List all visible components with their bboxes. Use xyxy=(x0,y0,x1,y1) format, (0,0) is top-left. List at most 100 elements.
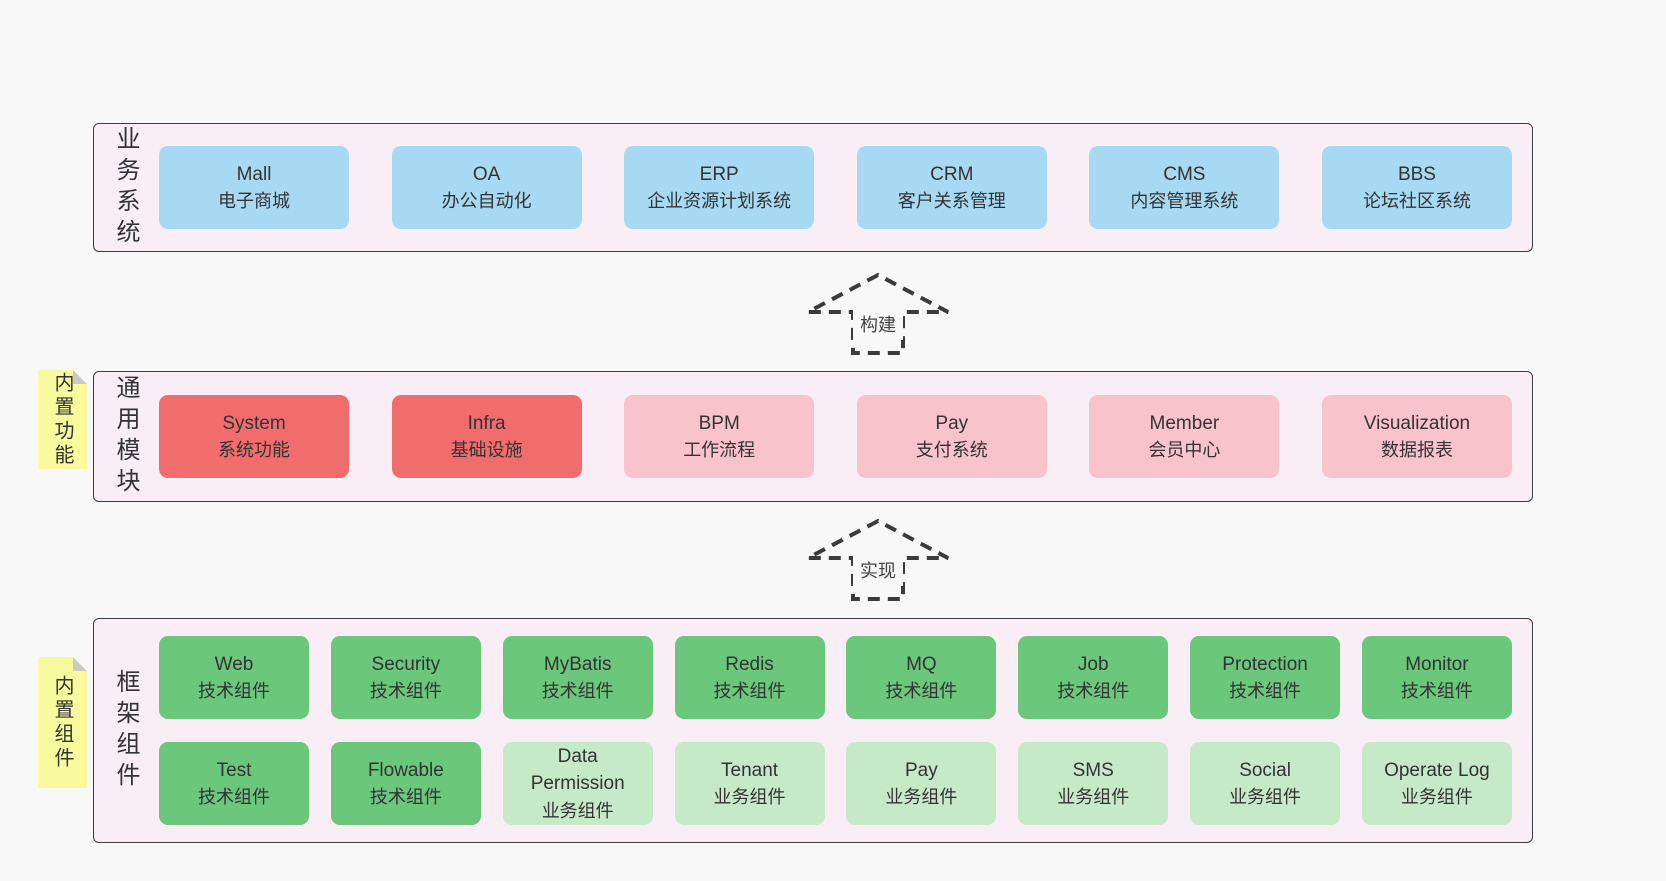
box-mq: MQ 技术组件 xyxy=(846,636,997,719)
layer-business-label: 业务系统 xyxy=(112,125,139,250)
layer-components-label: 框架组件 xyxy=(112,668,139,793)
box-subtitle: 数据报表 xyxy=(1380,440,1453,461)
box-title: Security xyxy=(371,653,441,675)
box-title: MyBatis xyxy=(543,653,612,675)
box-subtitle: 技术组件 xyxy=(1229,681,1302,702)
arrow-build-label: 构建 xyxy=(853,308,903,340)
box-title: Pay xyxy=(935,412,969,434)
note-builtin-components-label: 内置组件 xyxy=(51,674,73,771)
box-title: Infra xyxy=(467,412,506,434)
box-title: SMS xyxy=(1072,759,1114,781)
box-protection: Protection 技术组件 xyxy=(1190,636,1341,719)
box-system: System 系统功能 xyxy=(159,395,349,478)
components-box-row-1: Web 技术组件 Security 技术组件 MyBatis 技术组件 Redis 技术组件 M… xyxy=(159,636,1512,719)
box-security: Security 技术组件 xyxy=(330,636,481,719)
box-subtitle: 会员中心 xyxy=(1148,440,1221,461)
layer-framework-components: 框架组件 Web 技术组件 Security 技术组件 MyBatis 技术组件 Redis… xyxy=(93,618,1533,843)
box-subtitle: 技术组件 xyxy=(1400,681,1473,702)
arrow-build: 构建 xyxy=(805,272,951,356)
box-data-permission: Data Permission 业务组件 xyxy=(502,742,653,825)
box-title: OA xyxy=(472,163,501,185)
box-pay: Pay 支付系统 xyxy=(856,395,1047,478)
box-subtitle: 基础设施 xyxy=(450,440,523,461)
box-social: Social 业务组件 xyxy=(1190,742,1341,825)
box-title: Operate Log xyxy=(1384,759,1490,781)
up-arrow-dashed-icon xyxy=(807,518,949,601)
box-title: CMS xyxy=(1163,163,1206,185)
box-title: Protection xyxy=(1222,653,1308,675)
box-subtitle: 工作流程 xyxy=(683,440,756,461)
box-subtitle: 业务组件 xyxy=(713,787,786,808)
layer-business-systems: 业务系统 Mall 电子商城 OA 办公自动化 ERP 企业资源计划系统 CRM 客户关系管理… xyxy=(93,123,1533,252)
components-box-row-2: Test 技术组件 Flowable 技术组件 Data Permission 业务组件 T… xyxy=(159,742,1512,825)
box-subtitle: 系统功能 xyxy=(218,440,290,461)
box-title: Mall xyxy=(236,163,272,185)
box-subtitle: 内容管理系统 xyxy=(1130,191,1239,212)
components-box-rows: Web 技术组件 Security 技术组件 MyBatis 技术组件 Redis 技术组件 M… xyxy=(153,619,1532,842)
note-builtin-features-label: 内置功能 xyxy=(51,371,73,468)
box-title: Social xyxy=(1239,759,1291,781)
box-subtitle: 企业资源计划系统 xyxy=(647,191,792,212)
box-title: Pay xyxy=(905,759,938,781)
box-title: Tenant xyxy=(721,759,779,781)
box-subtitle: 客户关系管理 xyxy=(897,191,1006,212)
sticky-note-builtin-features: 内置功能 xyxy=(38,370,87,469)
box-title: Data Permission xyxy=(530,745,625,795)
box-subtitle: 支付系统 xyxy=(915,440,988,461)
box-title: Visualization xyxy=(1363,412,1471,434)
box-redis: Redis 技术组件 xyxy=(674,636,825,719)
box-title: BPM xyxy=(698,412,740,434)
arrow-implement-label: 实现 xyxy=(853,554,903,586)
box-subtitle: 电子商城 xyxy=(218,191,290,212)
box-subtitle: 论坛社区系统 xyxy=(1362,191,1471,212)
box-subtitle: 技术组件 xyxy=(198,681,270,702)
box-web: Web 技术组件 xyxy=(159,636,309,719)
box-subtitle: 业务组件 xyxy=(1229,787,1302,808)
box-operate-log: Operate Log 业务组件 xyxy=(1361,742,1512,825)
box-title: System xyxy=(222,412,286,434)
arrow-implement: 实现 xyxy=(805,518,951,602)
box-flowable: Flowable 技术组件 xyxy=(330,742,481,825)
box-title: BBS xyxy=(1397,163,1436,185)
box-title: Job xyxy=(1077,653,1109,675)
box-erp: ERP 企业资源计划系统 xyxy=(624,146,815,229)
box-subtitle: 技术组件 xyxy=(369,787,442,808)
modules-box-row: System 系统功能 Infra 基础设施 BPM 工作流程 Pay 支付系统 Member 会… xyxy=(159,395,1512,478)
box-subtitle: 技术组件 xyxy=(541,681,614,702)
box-oa: OA 办公自动化 xyxy=(391,146,582,229)
layer-common-modules: 通用模块 System 系统功能 Infra 基础设施 BPM 工作流程 Pay 支付系统 Me… xyxy=(93,371,1533,502)
box-title: Web xyxy=(214,653,254,675)
note-fold-corner xyxy=(73,370,87,384)
box-title: CRM xyxy=(930,163,974,185)
box-title: Monitor xyxy=(1405,653,1469,675)
box-title: Redis xyxy=(725,653,774,675)
box-title: ERP xyxy=(699,163,739,185)
box-sms: SMS 业务组件 xyxy=(1018,742,1169,825)
box-subtitle: 技术组件 xyxy=(713,681,786,702)
note-fold-corner xyxy=(73,657,87,671)
box-crm: CRM 客户关系管理 xyxy=(856,146,1047,229)
box-title: Test xyxy=(216,759,252,781)
box-subtitle: 业务组件 xyxy=(885,787,958,808)
box-member: Member 会员中心 xyxy=(1089,395,1280,478)
box-subtitle: 业务组件 xyxy=(1400,787,1473,808)
box-monitor: Monitor 技术组件 xyxy=(1361,636,1512,719)
box-title: MQ xyxy=(906,653,937,675)
box-job: Job 技术组件 xyxy=(1018,636,1169,719)
box-subtitle: 技术组件 xyxy=(369,681,442,702)
box-subtitle: 技术组件 xyxy=(1057,681,1130,702)
box-pay: Pay 业务组件 xyxy=(846,742,997,825)
box-visualization: Visualization 数据报表 xyxy=(1321,395,1512,478)
layer-modules-label: 通用模块 xyxy=(112,374,139,499)
up-arrow-dashed-icon xyxy=(807,272,949,355)
box-title: Flowable xyxy=(367,759,444,781)
box-infra: Infra 基础设施 xyxy=(391,395,582,478)
box-mall: Mall 电子商城 xyxy=(159,146,349,229)
box-subtitle: 技术组件 xyxy=(198,787,270,808)
box-subtitle: 办公自动化 xyxy=(441,191,532,212)
business-box-row: Mall 电子商城 OA 办公自动化 ERP 企业资源计划系统 CRM 客户关系管理 CMS 内容… xyxy=(159,146,1512,229)
business-box-rows: Mall 电子商城 OA 办公自动化 ERP 企业资源计划系统 CRM 客户关系管理 CMS 内容… xyxy=(153,124,1532,251)
box-subtitle: 业务组件 xyxy=(1057,787,1130,808)
box-test: Test 技术组件 xyxy=(159,742,309,825)
